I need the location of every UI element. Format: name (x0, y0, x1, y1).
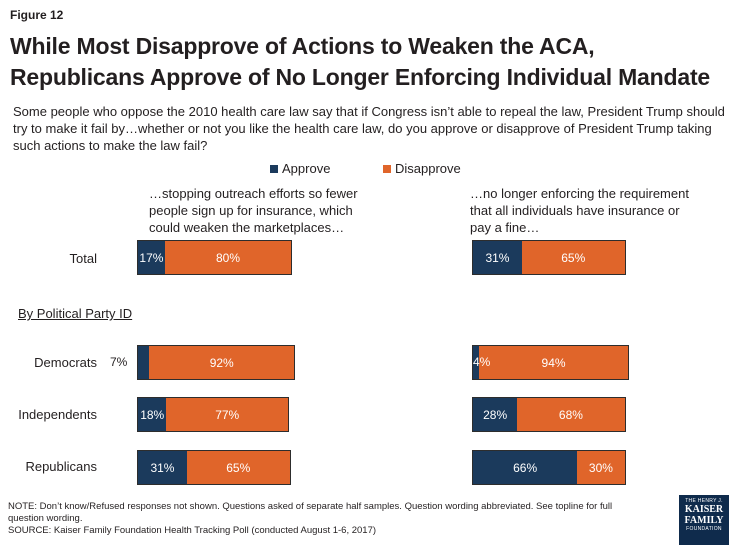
bar-right-total: 31% 65% (472, 240, 626, 275)
panel-right-label: …no longer enforcing the requirement tha… (470, 185, 689, 236)
bar-right-independents: 28% 68% (472, 397, 626, 432)
panel-left-label-line-2: people sign up for insurance, which (149, 203, 353, 218)
bar-segment-approve: 66% (473, 451, 578, 484)
data-label-approve: 31% (150, 460, 175, 475)
data-label-disapprove: 77% (215, 407, 240, 422)
data-label-disapprove: 68% (558, 407, 583, 422)
bar-segment-approve: 31% (473, 241, 522, 274)
data-label-approve: 18% (140, 407, 165, 422)
bar-segment-disapprove: 68% (517, 398, 625, 431)
legend-approve-swatch (270, 164, 278, 173)
title-line-1: While Most Disapprove of Actions to Weak… (10, 33, 595, 59)
bar-segment-disapprove: 65% (186, 451, 290, 484)
data-label-disapprove: 92% (209, 355, 234, 370)
legend-approve-label: Approve (282, 161, 331, 176)
data-label-disapprove: 65% (561, 250, 586, 265)
logo-line-2: KAISER (684, 504, 724, 515)
data-label-approve: 31% (485, 250, 510, 265)
logo-line-1: THE HENRY J. (685, 498, 723, 504)
footnote: NOTE: Don’t know/Refused responses not s… (8, 501, 648, 537)
bar-segment-disapprove: 94% (479, 346, 628, 379)
panel-right-label-line-2: that all individuals have insurance or (470, 203, 680, 218)
bar-segment-disapprove: 65% (521, 241, 625, 274)
panel-left-label-line-1: …stopping outreach efforts so fewer (149, 186, 358, 201)
category-label-total: Total (69, 251, 97, 266)
category-label-democrats: Democrats (34, 355, 97, 370)
bar-segment-approve: 31% (138, 451, 187, 484)
bar-segment-approve: 18% (138, 398, 167, 431)
data-label-disapprove: 94% (541, 355, 566, 370)
bar-segment-approve (138, 346, 150, 379)
source-line: SOURCE: Kaiser Family Foundation Health … (8, 525, 377, 536)
group-heading: By Political Party ID (18, 306, 133, 321)
panel-left-label-line-3: could weaken the marketplaces… (149, 220, 345, 235)
panel-right-label-line-3: pay a fine… (470, 220, 540, 235)
data-label-approve: 17% (139, 250, 164, 265)
bar-left-independents: 18% 77% (137, 397, 289, 432)
logo-line-3: FAMILY (684, 515, 724, 526)
bar-right-republicans: 66% 30% (472, 450, 626, 485)
legend: Approve Disapprove (0, 161, 735, 177)
data-label-approve: 66% (513, 460, 538, 475)
bar-right-democrats: 4% 94% (472, 345, 629, 380)
data-label-approve: 28% (483, 407, 508, 422)
data-label-disapprove: 80% (216, 250, 241, 265)
note-line-1: NOTE: Don’t know/Refused responses not s… (8, 501, 613, 512)
bar-segment-approve: 17% (138, 241, 165, 274)
title-line-2: Republicans Approve of No Longer Enforci… (10, 64, 710, 90)
bar-left-total: 17% 80% (137, 240, 293, 275)
chart-subtitle: Some people who oppose the 2010 health c… (13, 104, 725, 153)
legend-disapprove-label: Disapprove (395, 161, 461, 176)
legend-approve: Approve (270, 161, 330, 176)
bar-segment-disapprove: 80% (164, 241, 292, 274)
bar-segment-disapprove: 92% (149, 346, 295, 379)
logo-line-4: FOUNDATION (686, 526, 722, 532)
bar-left-republicans: 31% 65% (137, 450, 291, 485)
bar-segment-approve: 28% (473, 398, 518, 431)
bar-segment-approve: 4% (473, 346, 490, 379)
legend-disapprove: Disapprove (383, 161, 461, 176)
bar-segment-disapprove: 77% (166, 398, 288, 431)
bar-left-democrats: 92% (137, 345, 296, 380)
data-label-approve: 7% (110, 354, 128, 369)
bar-segment-disapprove: 30% (577, 451, 625, 484)
chart-title: While Most Disapprove of Actions to Weak… (10, 31, 730, 93)
category-label-independents: Independents (18, 407, 97, 422)
note-line-2: question wording. (8, 513, 83, 524)
kff-logo: THE HENRY J. KAISER FAMILY FOUNDATION (679, 495, 729, 545)
category-label-republicans: Republicans (25, 459, 97, 474)
panel-left-label: …stopping outreach efforts so fewer peop… (149, 185, 358, 236)
figure-label: Figure 12 (10, 8, 64, 22)
legend-disapprove-swatch (383, 164, 391, 173)
panel-right-label-line-1: …no longer enforcing the requirement (470, 186, 689, 201)
data-label-approve: 4% (473, 354, 491, 369)
data-label-disapprove: 65% (226, 460, 251, 475)
data-label-disapprove: 30% (588, 460, 613, 475)
